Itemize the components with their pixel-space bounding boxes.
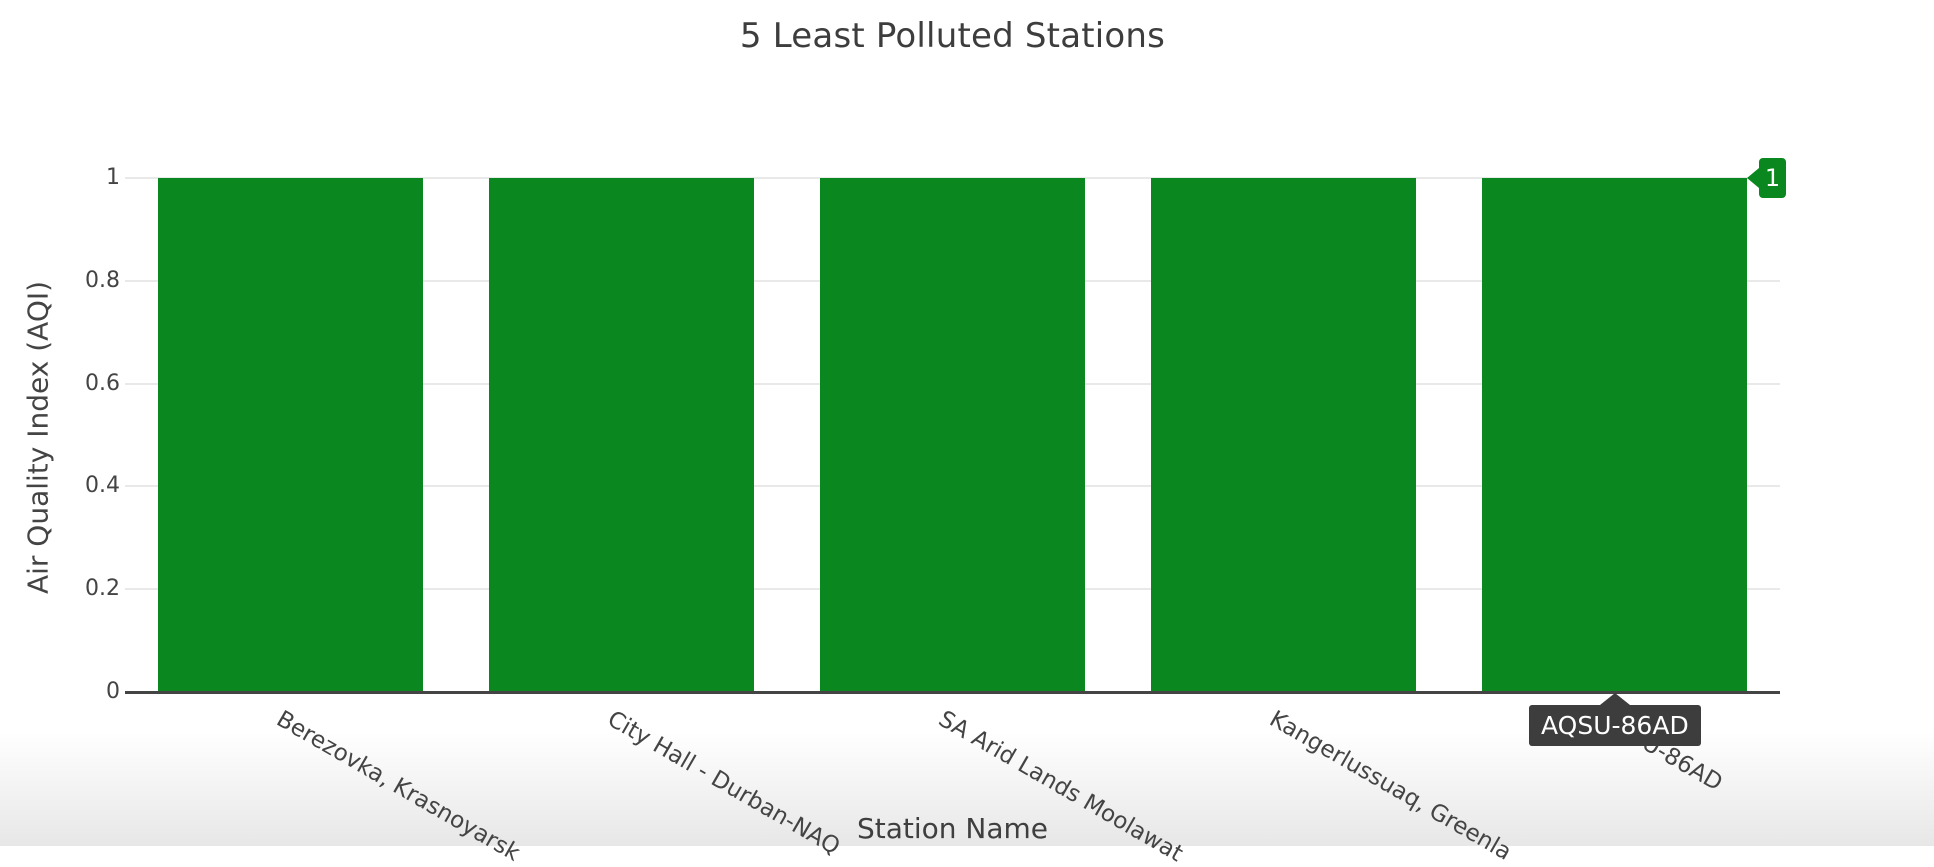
bar-2[interactable] (489, 178, 754, 692)
y-tick-label: 1 (106, 165, 120, 190)
y-tick-label: 0.6 (85, 370, 120, 396)
y-axis-title: Air Quality Index (AQI) (21, 280, 55, 595)
bar-5[interactable] (1482, 178, 1747, 692)
y-tick-label: 0 (106, 679, 120, 704)
badge-left-arrow-icon (1747, 168, 1759, 188)
hover-value-text: 1 (1764, 164, 1781, 192)
hover-category-tooltip: AQSU-86AD (1529, 693, 1701, 746)
y-tick-label: 0.2 (85, 576, 120, 602)
hover-value-badge: 1 (1747, 158, 1786, 198)
bar-4[interactable] (1151, 178, 1416, 692)
bar-1[interactable] (158, 178, 423, 692)
y-tick-label: 0.4 (85, 473, 120, 499)
y-tick-label: 0.8 (85, 267, 120, 293)
chart-title: 5 Least Polluted Stations (739, 16, 1166, 56)
x-axis-title: Station Name (856, 812, 1049, 845)
hover-category-text: AQSU-86AD (1541, 711, 1689, 740)
bar-3[interactable] (820, 178, 1085, 692)
tooltip-up-arrow-icon (1599, 693, 1630, 705)
x-axis-line (125, 691, 1780, 694)
bar-chart: 5 Least Polluted Stations Air Quality In… (0, 16, 1934, 867)
